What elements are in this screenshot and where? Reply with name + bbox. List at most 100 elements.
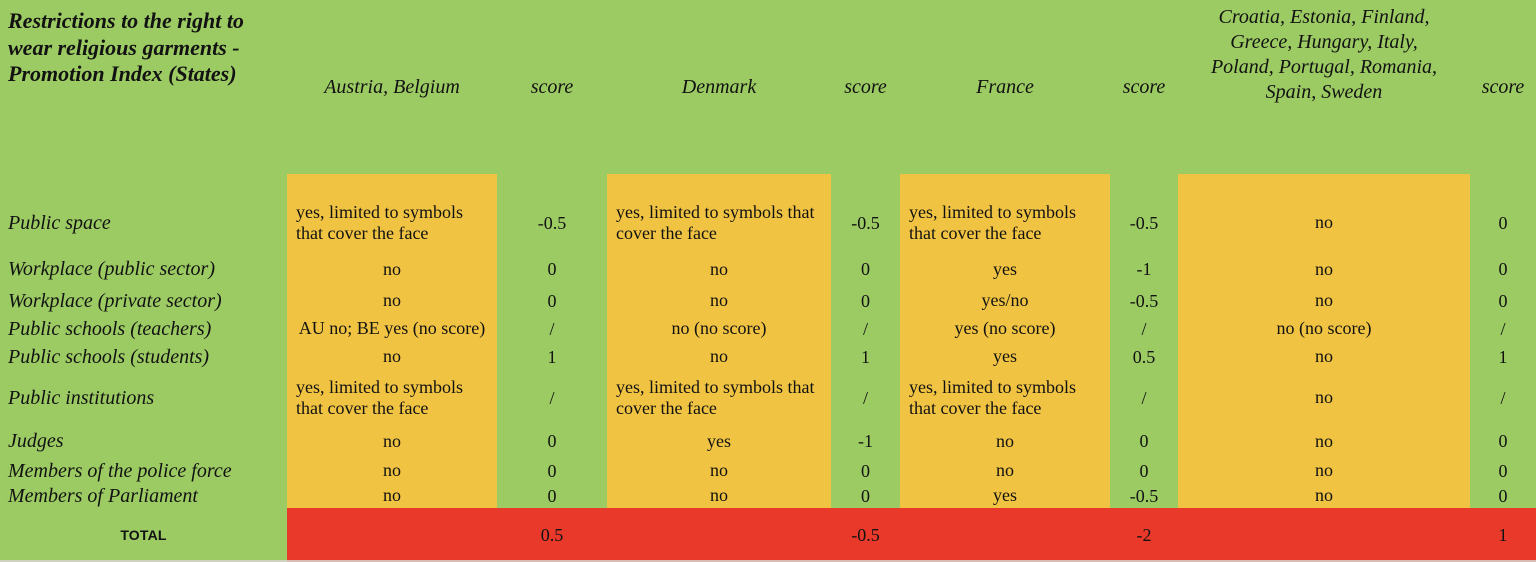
table-cell-score: 0 — [547, 431, 557, 451]
table-cell-score: 0 — [1498, 212, 1508, 233]
total-score-other-states: 1 — [1470, 508, 1536, 562]
total-row-filler — [1178, 508, 1470, 562]
row-label-public-space: Public space — [8, 211, 111, 234]
table-cell-score: 1 — [861, 346, 870, 367]
table-cell-score: / — [1500, 318, 1506, 339]
table-cell-score: 0 — [861, 290, 870, 311]
table-cell-score: 0 — [1498, 290, 1508, 311]
table-cell-value: yes, limited to symbols that cover the f… — [607, 371, 831, 425]
table-cell-value: yes (no score) — [900, 315, 1110, 343]
row-label-judges: Judges — [8, 430, 64, 452]
table-cell-score: / — [1500, 387, 1506, 408]
table-cell-score: -0.5 — [851, 212, 880, 233]
table-cell-score: 0 — [1498, 485, 1508, 506]
table-cell-value: no — [287, 252, 497, 287]
table-cell-score: / — [549, 318, 555, 339]
table-cell-score: 0 — [547, 485, 557, 506]
row-label-public-institutions: Public institutions — [8, 386, 155, 409]
total-score-denmark: -0.5 — [831, 508, 900, 562]
table-cell-value: yes/no — [900, 287, 1110, 315]
table-cell-value: yes, limited to symbols that cover the f… — [287, 174, 497, 252]
table-cell-value: no — [607, 484, 831, 508]
total-row-filler — [287, 508, 497, 562]
row-label-members-police-force: Members of the police force — [8, 459, 232, 482]
table-cell-value: yes, limited to symbols that cover the f… — [900, 371, 1110, 425]
table-cell-value: no — [287, 425, 497, 458]
table-cell-value: no — [1178, 484, 1470, 508]
table-cell-score: 0 — [547, 259, 557, 279]
table-cell-value: no — [1178, 174, 1470, 252]
table-cell-value: no — [607, 458, 831, 484]
table-cell-value: AU no; BE yes (no score) — [287, 315, 497, 343]
column-header-score-2: score — [844, 76, 887, 98]
table-cell-score: -0.5 — [1129, 485, 1159, 506]
column-header-score-4: score — [1481, 76, 1525, 98]
column-header-other-states: Croatia, Estonia, Finland, Greece, Hunga… — [1210, 6, 1438, 103]
table-cell-score: 0 — [861, 485, 870, 506]
table-cell-score: 1 — [1498, 346, 1508, 367]
table-cell-value: yes, limited to symbols that cover the f… — [607, 174, 831, 252]
table-cell-value: yes — [900, 484, 1110, 508]
table-cell-score: 0.5 — [1132, 346, 1156, 367]
table-cell-value: no — [1178, 425, 1470, 458]
table-cell-score: / — [1141, 318, 1147, 339]
table-cell-value: no — [1178, 287, 1470, 315]
table-cell-value: no — [287, 343, 497, 371]
table-cell-value: no — [900, 458, 1110, 484]
table-cell-score: -0.5 — [1129, 212, 1159, 233]
row-label-members-parliament: Members of Parliament — [8, 484, 198, 507]
row-label-public-schools-teachers: Public schools (teachers) — [8, 317, 212, 340]
column-header-austria-belgium: Austria, Belgium — [324, 76, 460, 98]
column-header-score-1: score — [530, 76, 574, 98]
table-cell-value: no — [287, 287, 497, 315]
table-cell-score: 0 — [547, 460, 557, 481]
table-cell-score: 0 — [1498, 431, 1508, 451]
table-cell-score: -0.5 — [1129, 290, 1159, 311]
table-cell-score: / — [549, 387, 555, 408]
table-cell-value: yes, limited to symbols that cover the f… — [900, 174, 1110, 252]
row-label-workplace-public: Workplace (public sector) — [8, 258, 215, 280]
table-cell-value: no — [607, 252, 831, 287]
table-cell-value: yes — [900, 343, 1110, 371]
total-row-label: TOTAL — [120, 527, 167, 543]
table-cell-score: 0 — [1498, 259, 1508, 279]
total-score-austria-belgium: 0.5 — [497, 508, 607, 562]
table-cell-value: no — [1178, 371, 1470, 425]
table-cell-score: 0 — [1498, 460, 1508, 481]
table-cell-value: no (no score) — [1178, 315, 1470, 343]
table-cell-value: yes — [607, 425, 831, 458]
table-cell-value: no — [1178, 252, 1470, 287]
table-cell-value: no — [607, 287, 831, 315]
column-header-france: France — [976, 76, 1034, 98]
column-header-denmark: Denmark — [681, 76, 757, 98]
table-cell-value: yes, limited to symbols that cover the f… — [287, 371, 497, 425]
table-cell-value: no — [1178, 343, 1470, 371]
table-cell-value: yes — [900, 252, 1110, 287]
table-cell-score: -1 — [1136, 259, 1152, 279]
table-cell-value: no (no score) — [607, 315, 831, 343]
total-row-filler — [900, 508, 1110, 562]
table-cell-score: / — [1141, 387, 1147, 408]
table-cell-score: 0 — [861, 259, 870, 279]
table-cell-value: no — [287, 458, 497, 484]
table-cell-score: -0.5 — [537, 212, 567, 233]
table-cell-score: 0 — [547, 290, 557, 311]
table-cell-value: no — [287, 484, 497, 508]
table-cell-score: / — [862, 318, 868, 339]
table-cell-value: no — [900, 425, 1110, 458]
table-title: Restrictions to the right to wear religi… — [8, 8, 244, 86]
table-cell-value: no — [1178, 458, 1470, 484]
total-row-filler — [607, 508, 831, 562]
table-cell-score: 0 — [861, 460, 870, 481]
row-label-public-schools-students: Public schools (students) — [8, 345, 210, 368]
total-score-france: -2 — [1110, 508, 1178, 562]
table-cell-score: / — [862, 387, 868, 408]
table-cell-value: no — [607, 343, 831, 371]
table-cell-score: 0 — [1139, 460, 1149, 481]
row-label-workplace-private: Workplace (private sector) — [8, 289, 222, 312]
column-header-score-3: score — [1122, 76, 1166, 98]
table-cell-score: -1 — [858, 431, 873, 451]
table-cell-score: 1 — [547, 346, 557, 367]
